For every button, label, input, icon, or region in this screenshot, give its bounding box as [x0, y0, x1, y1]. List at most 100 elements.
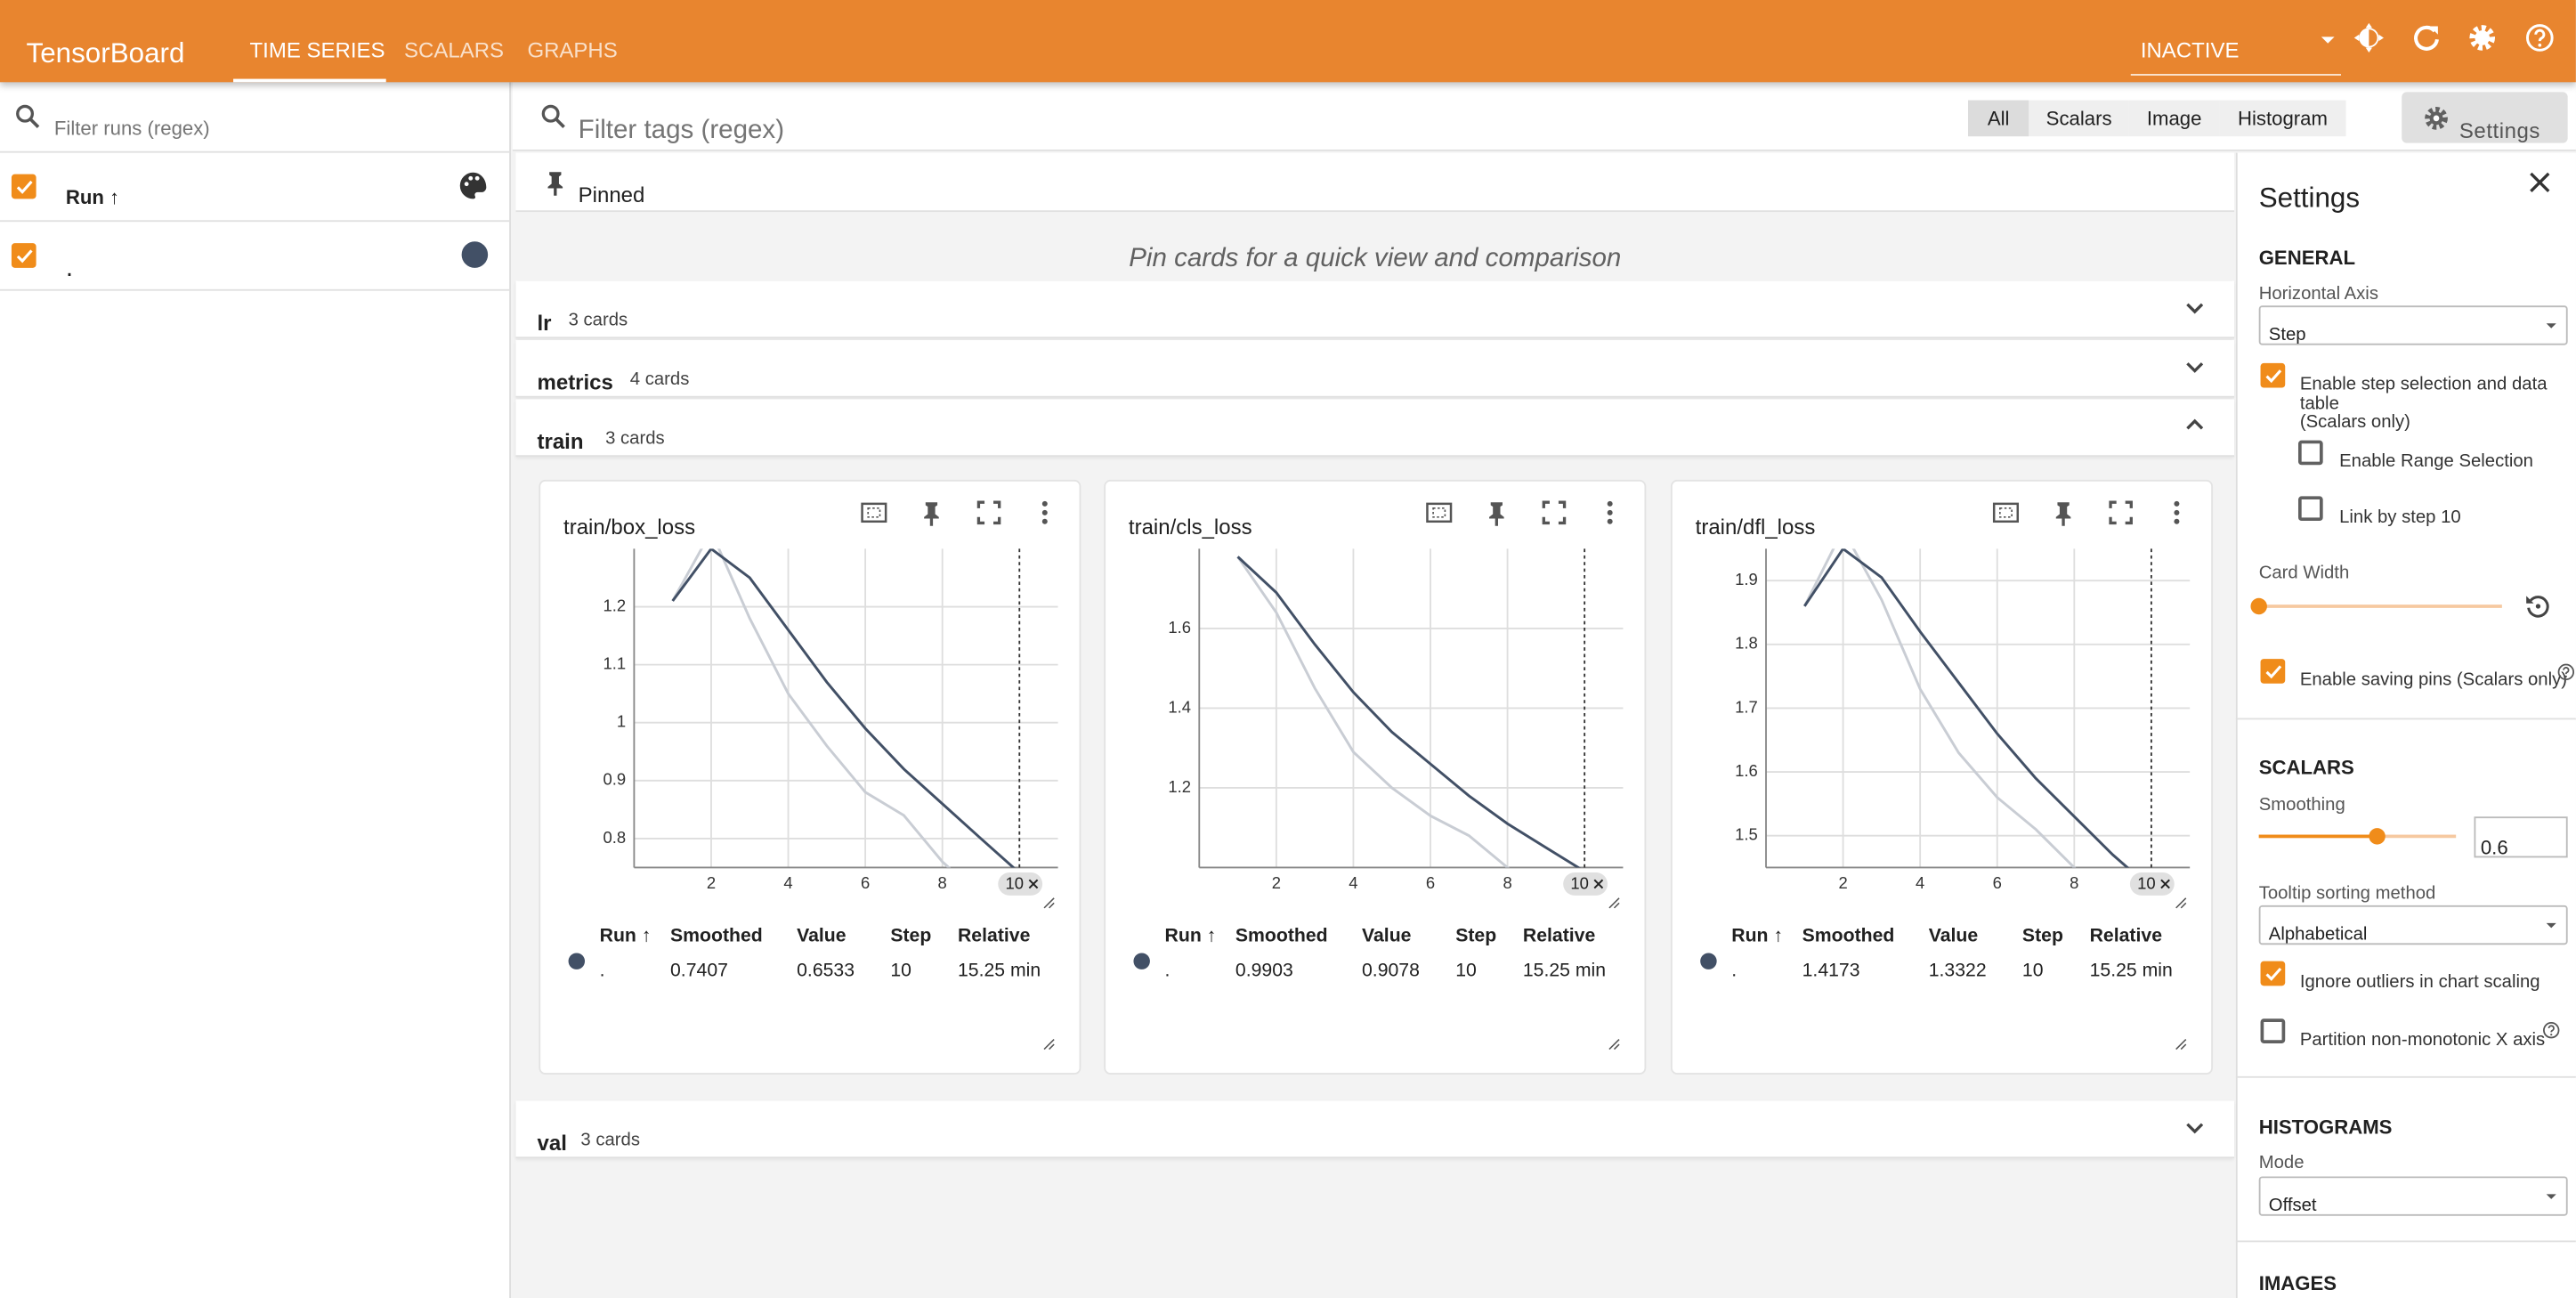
- x-tick-label: 8: [938, 873, 947, 892]
- checkbox[interactable]: [2260, 1018, 2286, 1043]
- x-tick-label: 8: [2070, 873, 2078, 892]
- type-filter-button[interactable]: All: [1968, 100, 2029, 137]
- card-group-header[interactable]: train 3 cards: [515, 399, 2235, 458]
- expand-chevron[interactable]: [2180, 352, 2209, 381]
- table-cell: .: [599, 961, 605, 981]
- select[interactable]: [2258, 305, 2568, 345]
- settings-icon[interactable]: [2466, 21, 2499, 54]
- nav-tab[interactable]: SCALARS: [404, 37, 505, 63]
- table-cell: 10: [2021, 961, 2044, 981]
- select[interactable]: [2258, 1176, 2568, 1216]
- x-tick-label: 4: [1349, 873, 1357, 892]
- run-color[interactable]: [461, 241, 489, 268]
- scalar-card: train/box_loss 0.8 0.9 1 1.1 1.2 2 4 6 8 10 Run ↑ Sm…: [539, 479, 1081, 1075]
- step-chip-close: [2160, 879, 2170, 889]
- field-label: Card Width: [2258, 564, 2350, 584]
- x-tick-label: 4: [783, 873, 792, 892]
- select-value: Alphabetical: [2268, 925, 2368, 945]
- smoothing-input[interactable]: [2474, 816, 2568, 858]
- type-filter-button[interactable]: Image: [2128, 100, 2220, 137]
- pinned-header: [515, 152, 2235, 213]
- fullscreen-button[interactable]: [2106, 498, 2135, 527]
- selection-toggle[interactable]: [1424, 498, 1454, 527]
- expand-chevron[interactable]: [2180, 1112, 2209, 1141]
- search-icon: [541, 104, 565, 128]
- table-header: Value: [1362, 926, 1412, 947]
- more-menu[interactable]: [2162, 498, 2191, 527]
- line-chart: 0.8 0.9 1 1.1 1.2 2 4 6 8 10: [603, 548, 1058, 896]
- selection-toggle[interactable]: [859, 498, 888, 527]
- type-filter-button[interactable]: Histogram: [2219, 100, 2346, 137]
- more-menu[interactable]: [1595, 498, 1624, 527]
- step-chip: [1563, 872, 1608, 896]
- group-count: 3 cards: [568, 310, 628, 330]
- y-tick-label: 0.9: [603, 770, 627, 789]
- collapse-chevron[interactable]: [2180, 410, 2209, 440]
- step-chip-label: 10: [1005, 874, 1024, 893]
- y-tick-label: 1.7: [1735, 697, 1758, 716]
- theme-button[interactable]: [2353, 21, 2386, 54]
- more-menu[interactable]: [1030, 498, 1059, 527]
- card-group-header[interactable]: metrics 4 cards: [515, 340, 2235, 398]
- x-tick-label: 2: [1838, 873, 1847, 892]
- reset-card-width[interactable]: [2523, 591, 2553, 621]
- pin-button[interactable]: [917, 498, 946, 527]
- step-chip-close: [1028, 879, 1039, 889]
- slider-thumb[interactable]: [2250, 597, 2267, 615]
- reload-button[interactable]: [2410, 21, 2442, 54]
- top-bar: [0, 0, 2576, 83]
- card-group-header[interactable]: val 3 cards: [515, 1100, 2235, 1159]
- fullscreen-button[interactable]: [974, 498, 1003, 527]
- gear: [2425, 107, 2448, 130]
- status-dropdown: [2321, 37, 2335, 44]
- series-line: [671, 548, 952, 868]
- select-arrow: [2546, 323, 2556, 329]
- group-name: train: [537, 428, 584, 454]
- fullscreen-button[interactable]: [1539, 498, 1568, 527]
- table-header: Value: [797, 926, 847, 947]
- table-cell: .: [1731, 961, 1738, 981]
- nav-tab[interactable]: GRAPHS: [527, 37, 618, 63]
- smoothing-value: 0.6: [2480, 836, 2508, 860]
- y-tick-label: 1.8: [1735, 634, 1758, 653]
- table-cell: 0.7407: [670, 961, 728, 981]
- y-tick-label: 1.6: [1168, 618, 1191, 637]
- run-color-dot: [1133, 953, 1150, 969]
- pin-button[interactable]: [2048, 498, 2078, 527]
- table-header: Relative: [957, 926, 1031, 947]
- series-line: [1236, 556, 1581, 868]
- checkmark: [2264, 967, 2281, 980]
- line-chart: 1.5 1.6 1.7 1.8 1.9 2 4 6 8 10: [1735, 548, 2191, 896]
- close-settings[interactable]: [2525, 167, 2555, 197]
- table-header: Run ↑: [1164, 926, 1217, 947]
- nav-tab[interactable]: TIME SERIES: [249, 37, 385, 63]
- option-label: Enable saving pins (Scalars only): [2299, 670, 2568, 691]
- checkbox[interactable]: [2297, 440, 2323, 466]
- table-header: Relative: [2089, 926, 2163, 947]
- card-title: train/dfl_loss: [1695, 514, 1816, 539]
- x-tick-label: 6: [1993, 873, 2002, 892]
- line-chart: 1.2 1.4 1.6 2 4 6 8 10: [1168, 548, 1624, 896]
- pinned-title: Pinned: [578, 182, 645, 207]
- slider-thumb[interactable]: [2369, 828, 2386, 845]
- active-tab-underline: [233, 78, 386, 83]
- table-cell: 1.4173: [1802, 961, 1860, 981]
- resize-handle: [2175, 897, 2187, 909]
- color-palette[interactable]: [457, 169, 490, 202]
- card-group-header[interactable]: lr 3 cards: [515, 280, 2235, 339]
- run-color-dot: [1700, 953, 1717, 969]
- slider-fill: [2258, 834, 2378, 839]
- step-chip-close: [1593, 879, 1604, 889]
- section-heading: IMAGES: [2258, 1271, 2337, 1295]
- resize-handle: [1608, 1038, 1620, 1051]
- pin-button[interactable]: [1482, 498, 1511, 527]
- option-label: Enable Range Selection: [2339, 451, 2533, 472]
- table-cell: 1.3322: [1928, 961, 1987, 981]
- expand-chevron[interactable]: [2180, 293, 2209, 322]
- selection-toggle[interactable]: [1991, 498, 2021, 527]
- help-button[interactable]: [2523, 21, 2556, 54]
- type-filter-button[interactable]: Scalars: [2029, 100, 2129, 137]
- select[interactable]: [2258, 905, 2568, 945]
- checkbox[interactable]: [2297, 496, 2323, 522]
